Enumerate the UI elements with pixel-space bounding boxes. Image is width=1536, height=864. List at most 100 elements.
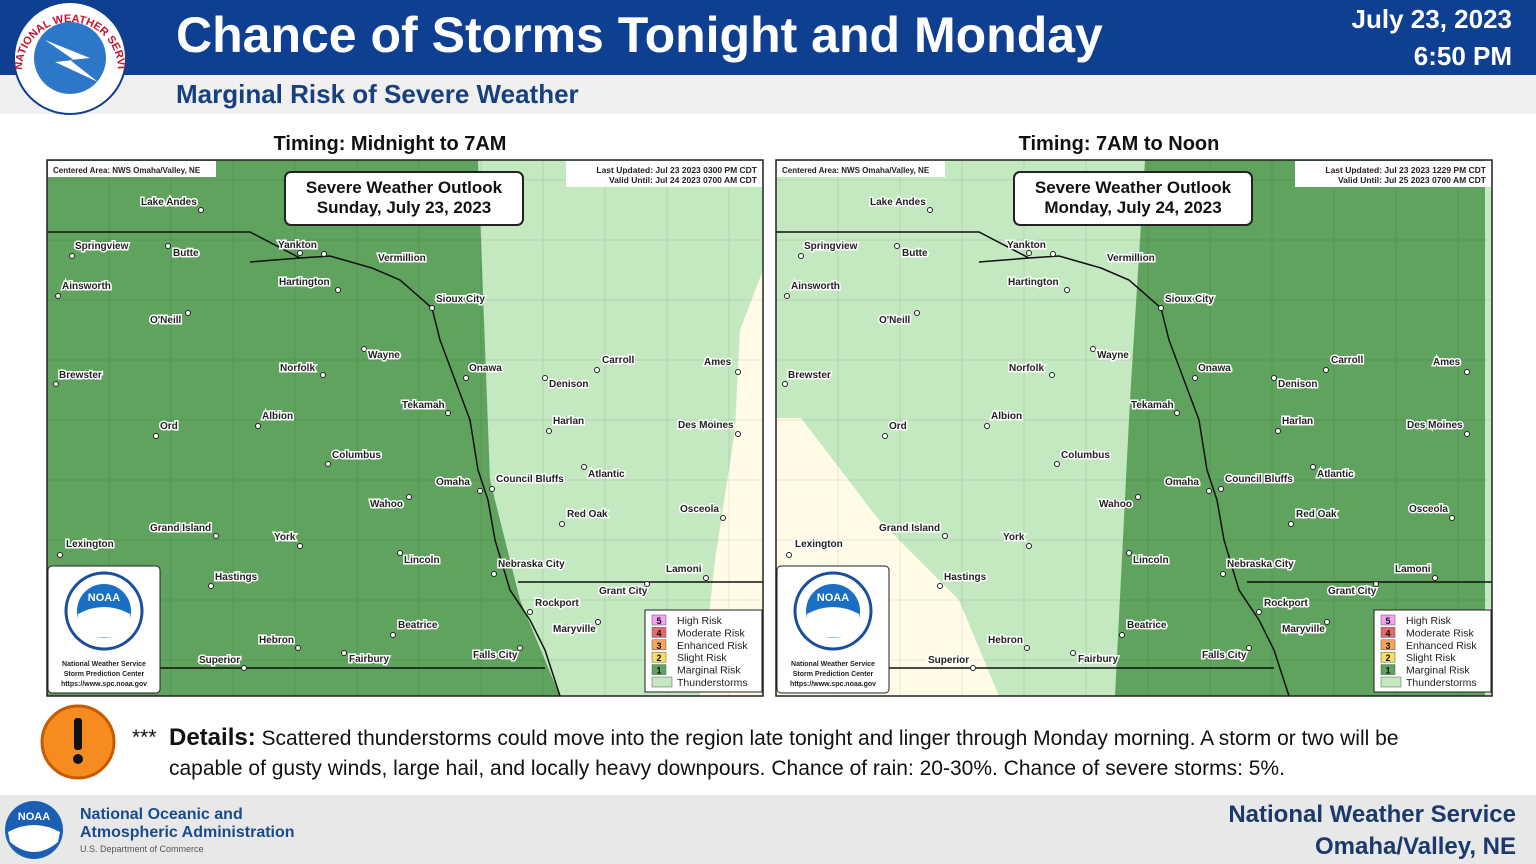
city-dot [297, 250, 303, 256]
legend-label: Enhanced Risk [677, 640, 748, 652]
city-label: Lamoni [1395, 564, 1431, 575]
city-dot [325, 461, 331, 467]
footer-office: Omaha/Valley, NE [1315, 833, 1516, 860]
city-dot [1288, 521, 1294, 527]
city-label: Albion [262, 411, 293, 422]
map-frame [775, 159, 1493, 697]
city-dot [1135, 494, 1141, 500]
legend-swatch [1380, 614, 1396, 626]
city-dot [397, 550, 403, 556]
city-dot [970, 665, 976, 671]
city-dot [1126, 550, 1132, 556]
city-dot [1026, 543, 1032, 549]
city-dot [1064, 287, 1070, 293]
city-label: Springview [75, 241, 129, 252]
footer-noaa-wave [8, 825, 60, 852]
city-label: Ames [704, 357, 732, 368]
city-dot [1050, 251, 1056, 257]
city-label: O'Neill [879, 315, 910, 326]
noaa-badge-logo-text: NOAA [88, 592, 120, 604]
noaa-badge-line: National Weather Service [791, 661, 875, 668]
city-dot [463, 375, 469, 381]
city-dot [1119, 632, 1125, 638]
city-dot [1449, 515, 1455, 521]
city-dot [489, 486, 495, 492]
outlook-box [1013, 171, 1253, 226]
legend-level: 4 [1385, 628, 1390, 638]
legend-level: 3 [1385, 641, 1390, 651]
map-timing: Timing: 7AM to Noon [1019, 133, 1220, 155]
noaa-badge-line: National Weather Service [62, 661, 146, 668]
city-dot [937, 583, 943, 589]
city-dot [295, 645, 301, 651]
city-label: Brewster [59, 370, 102, 381]
city-label: Council Bluffs [1225, 474, 1293, 485]
city-dot [1174, 410, 1180, 416]
city-dot [53, 381, 59, 387]
city-dot [1206, 488, 1212, 494]
state-border [47, 231, 301, 259]
city-label: Osceola [1409, 504, 1448, 515]
city-label: Columbus [1061, 450, 1110, 461]
city-label: Vermillion [1107, 253, 1155, 264]
info-right-bg [566, 161, 762, 187]
risk-area [47, 160, 560, 696]
city-label: Red Oak [1296, 509, 1337, 520]
city-dot [1324, 619, 1330, 625]
time: 6:50 PM [1414, 41, 1512, 71]
city-label: Onawa [469, 363, 502, 374]
risk-area [1115, 160, 1485, 696]
legend-level: 2 [656, 653, 661, 663]
outlook-date: Monday, July 24, 2023 [1044, 198, 1221, 217]
details: Details: Scattered thunderstorms could m… [169, 723, 1459, 784]
city-label: Albion [991, 411, 1022, 422]
city-dot [69, 253, 75, 259]
city-label: Norfolk [280, 363, 315, 374]
city-label: Council Bluffs [496, 474, 564, 485]
details-marker: *** [132, 726, 157, 749]
legend-label: Enhanced Risk [1406, 640, 1477, 652]
city-label: Ainsworth [62, 281, 111, 292]
legend-swatch [1380, 627, 1396, 638]
nws-logo-inner [34, 22, 106, 94]
city-label: Beatrice [398, 620, 438, 631]
city-dot [1158, 305, 1164, 311]
missouri-river [249, 255, 561, 696]
city-label: Carroll [1331, 355, 1363, 366]
legend-swatch [651, 651, 667, 663]
city-dot [1432, 575, 1438, 581]
legend-level: 2 [1385, 653, 1390, 663]
city-dot [720, 515, 726, 521]
city-label: Superior [928, 655, 969, 666]
city-dot [1049, 372, 1055, 378]
details-text: Scattered thunderstorms could move into … [169, 727, 1399, 780]
city-dot [1026, 250, 1032, 256]
outlook-box [284, 171, 524, 226]
map: Lake Andes Springview Butte Yankton Vermilli… [47, 160, 763, 696]
city-dot [527, 609, 533, 615]
city-label: Carroll [602, 355, 634, 366]
details-label: Details: [169, 724, 256, 751]
city-label: Butte [173, 248, 199, 259]
city-label: Des Moines [678, 420, 734, 431]
city-label: Denison [549, 379, 588, 390]
noaa-badge-logo-text: NOAA [817, 592, 849, 604]
city-dot [1256, 609, 1262, 615]
city-dot [894, 243, 900, 249]
info-left-bg [777, 161, 945, 177]
city-dot [1464, 369, 1470, 375]
city-label: Tekamah [402, 400, 445, 411]
subtitle-bar [0, 75, 1536, 114]
city-label: Beatrice [1127, 620, 1167, 631]
outlook-date: Sunday, July 23, 2023 [317, 198, 492, 217]
city-label: Lincoln [1133, 555, 1169, 566]
city-dot [1323, 367, 1329, 373]
footer-department: U.S. Department of Commerce [80, 844, 204, 854]
city-label: Hartington [279, 277, 330, 288]
legend-label: Marginal Risk [1406, 665, 1470, 677]
city-dot [882, 433, 888, 439]
city-dot [321, 251, 327, 257]
city-label: Superior [199, 655, 240, 666]
city-dot [429, 305, 435, 311]
